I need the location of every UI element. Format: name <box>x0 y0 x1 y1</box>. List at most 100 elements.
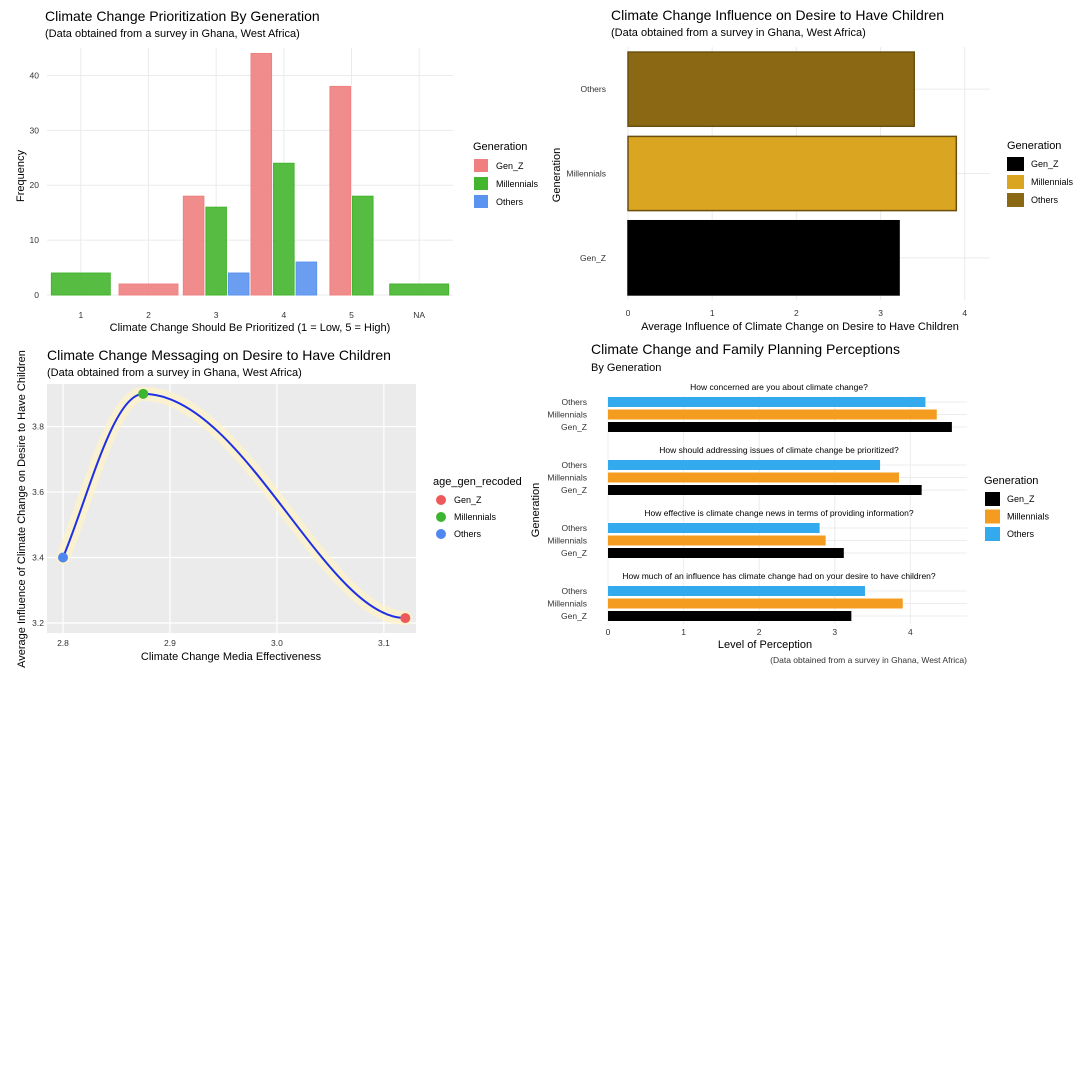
chart4-legend-label: Gen_Z <box>1007 494 1035 504</box>
chart2-xtick-label: 1 <box>710 308 715 318</box>
chart1-xtick-label: 4 <box>281 310 286 320</box>
chart1-bar <box>352 195 374 296</box>
chart4-bar <box>608 397 926 407</box>
chart4-ytick-label: Others <box>561 460 587 470</box>
chart4-xtick-label: 3 <box>832 627 837 637</box>
chart4-ytick-label: Others <box>561 397 587 407</box>
chart1-legend-label: Gen_Z <box>496 161 524 171</box>
chart3-legend-label: Gen_Z <box>454 495 482 505</box>
chart2-legend-label: Millennials <box>1031 177 1074 187</box>
chart4-legend-label: Millennials <box>1007 512 1050 522</box>
chart2-xtick-label: 0 <box>626 308 631 318</box>
chart4-xtick-label: 0 <box>606 627 611 637</box>
chart2-ytick-label: Others <box>580 84 606 94</box>
chart1-xtick-label: 3 <box>214 310 219 320</box>
chart1-legend-label: Millennials <box>496 179 539 189</box>
chart4-bar <box>608 548 844 558</box>
chart2-bar <box>627 51 915 128</box>
chart1-bar <box>273 162 295 296</box>
chart4-ytick-label: Millennials <box>547 536 587 546</box>
chart4-legend-swatch <box>985 509 1000 524</box>
chart4-title: Climate Change and Family Planning Perce… <box>591 341 900 357</box>
chart4-facet-label: How effective is climate change news in … <box>644 508 913 518</box>
chart1-ytick-label: 30 <box>30 125 40 135</box>
chart3-xtick-label: 2.9 <box>164 638 176 648</box>
chart1-title: Climate Change Prioritization By Generat… <box>45 8 320 24</box>
chart2-legend-swatch <box>1007 193 1024 207</box>
chart2-legend-label: Gen_Z <box>1031 159 1059 169</box>
chart4-bar <box>608 598 903 609</box>
chart2-subtitle: (Data obtained from a survey in Ghana, W… <box>611 27 866 39</box>
chart2-ytick-label: Gen_Z <box>580 253 606 263</box>
chart1-xtick-label: 2 <box>146 310 151 320</box>
chart1-ytick-label: 40 <box>30 70 40 80</box>
chart1-bar <box>227 272 250 296</box>
chart3-ylabel: Average Influence of Climate Change on D… <box>16 350 28 668</box>
chart4-ytick-label: Gen_Z <box>561 422 587 432</box>
chart3-legend-label: Others <box>454 529 482 539</box>
chart4-legend-swatch <box>985 492 1000 506</box>
chart4-ylabel: Generation <box>530 483 542 537</box>
chart2-xtick-label: 2 <box>794 308 799 318</box>
chart2-xtick-label: 3 <box>878 308 883 318</box>
chart4-legend-title: Generation <box>984 475 1038 487</box>
chart3-subtitle: (Data obtained from a survey in Ghana, W… <box>47 367 302 379</box>
chart2-legend-swatch <box>1007 175 1024 189</box>
chart3-ytick-label: 3.4 <box>32 553 44 563</box>
chart3-point <box>58 552 68 563</box>
chart4-xtick-label: 4 <box>908 627 913 637</box>
chart4-bar <box>608 422 952 432</box>
chart1-xtick-label: NA <box>413 310 425 320</box>
chart1-ytick-label: 10 <box>30 235 40 245</box>
chart1-xtick-label: 5 <box>349 310 354 320</box>
chart1-bar <box>295 261 318 296</box>
chart3-ytick-label: 3.6 <box>32 487 44 497</box>
chart3-legend-swatch <box>436 512 446 522</box>
chart4-ytick-label: Millennials <box>547 473 587 483</box>
chart3: Climate Change Messaging on Desire to Ha… <box>16 347 522 668</box>
chart1-legend-swatch <box>474 195 488 208</box>
chart1-bar <box>329 85 352 296</box>
chart4-bar <box>608 535 826 546</box>
chart4-caption: (Data obtained from a survey in Ghana, W… <box>770 655 967 665</box>
chart2-bar <box>627 219 900 296</box>
chart2-ylabel: Generation <box>551 148 563 202</box>
chart3-legend-swatch <box>436 495 446 505</box>
chart4-ytick-label: Millennials <box>547 410 587 420</box>
chart4-bar <box>608 586 865 596</box>
chart3-ytick-label: 3.2 <box>32 618 44 628</box>
chart4-bar <box>608 485 922 495</box>
chart3-xtick-label: 3.0 <box>271 638 283 648</box>
chart4-ytick-label: Gen_Z <box>561 485 587 495</box>
chart4-bar <box>608 460 881 470</box>
chart2-legend-swatch <box>1007 157 1024 171</box>
chart3-series-line <box>62 392 406 620</box>
chart1-ylabel: Frequency <box>15 150 27 202</box>
chart1-ytick-label: 0 <box>34 290 39 300</box>
chart1-legend-swatch <box>474 177 488 190</box>
chart1-legend-label: Others <box>496 197 524 207</box>
chart1-bar <box>389 283 450 296</box>
chart4-xtick-label: 1 <box>681 627 686 637</box>
chart1-xlabel: Climate Change Should Be Prioritized (1 … <box>110 322 391 334</box>
chart4-facet-label: How concerned are you about climate chan… <box>690 382 868 392</box>
chart1-legend-swatch <box>474 159 488 172</box>
chart1-bar <box>250 52 273 296</box>
chart4-bar <box>608 523 820 533</box>
chart3-legend-label: Millennials <box>454 512 497 522</box>
chart1-subtitle: (Data obtained from a survey in Ghana, W… <box>45 28 300 40</box>
chart2: Climate Change Influence on Desire to Ha… <box>551 7 1074 333</box>
chart2-bar <box>627 135 958 212</box>
chart3-ytick-label: 3.8 <box>32 422 44 432</box>
chart1: Climate Change Prioritization By Generat… <box>15 8 539 334</box>
chart2-title: Climate Change Influence on Desire to Ha… <box>611 7 944 23</box>
chart4-ytick-label: Gen_Z <box>561 611 587 621</box>
chart4-xlabel: Level of Perception <box>718 639 812 651</box>
chart4-legend-label: Others <box>1007 529 1035 539</box>
chart2-ytick-label: Millennials <box>566 169 606 179</box>
chart3-point <box>138 388 149 399</box>
chart2-xtick-label: 4 <box>962 308 967 318</box>
chart3-xtick-label: 3.1 <box>378 638 390 648</box>
chart4-xtick-label: 2 <box>757 627 762 637</box>
